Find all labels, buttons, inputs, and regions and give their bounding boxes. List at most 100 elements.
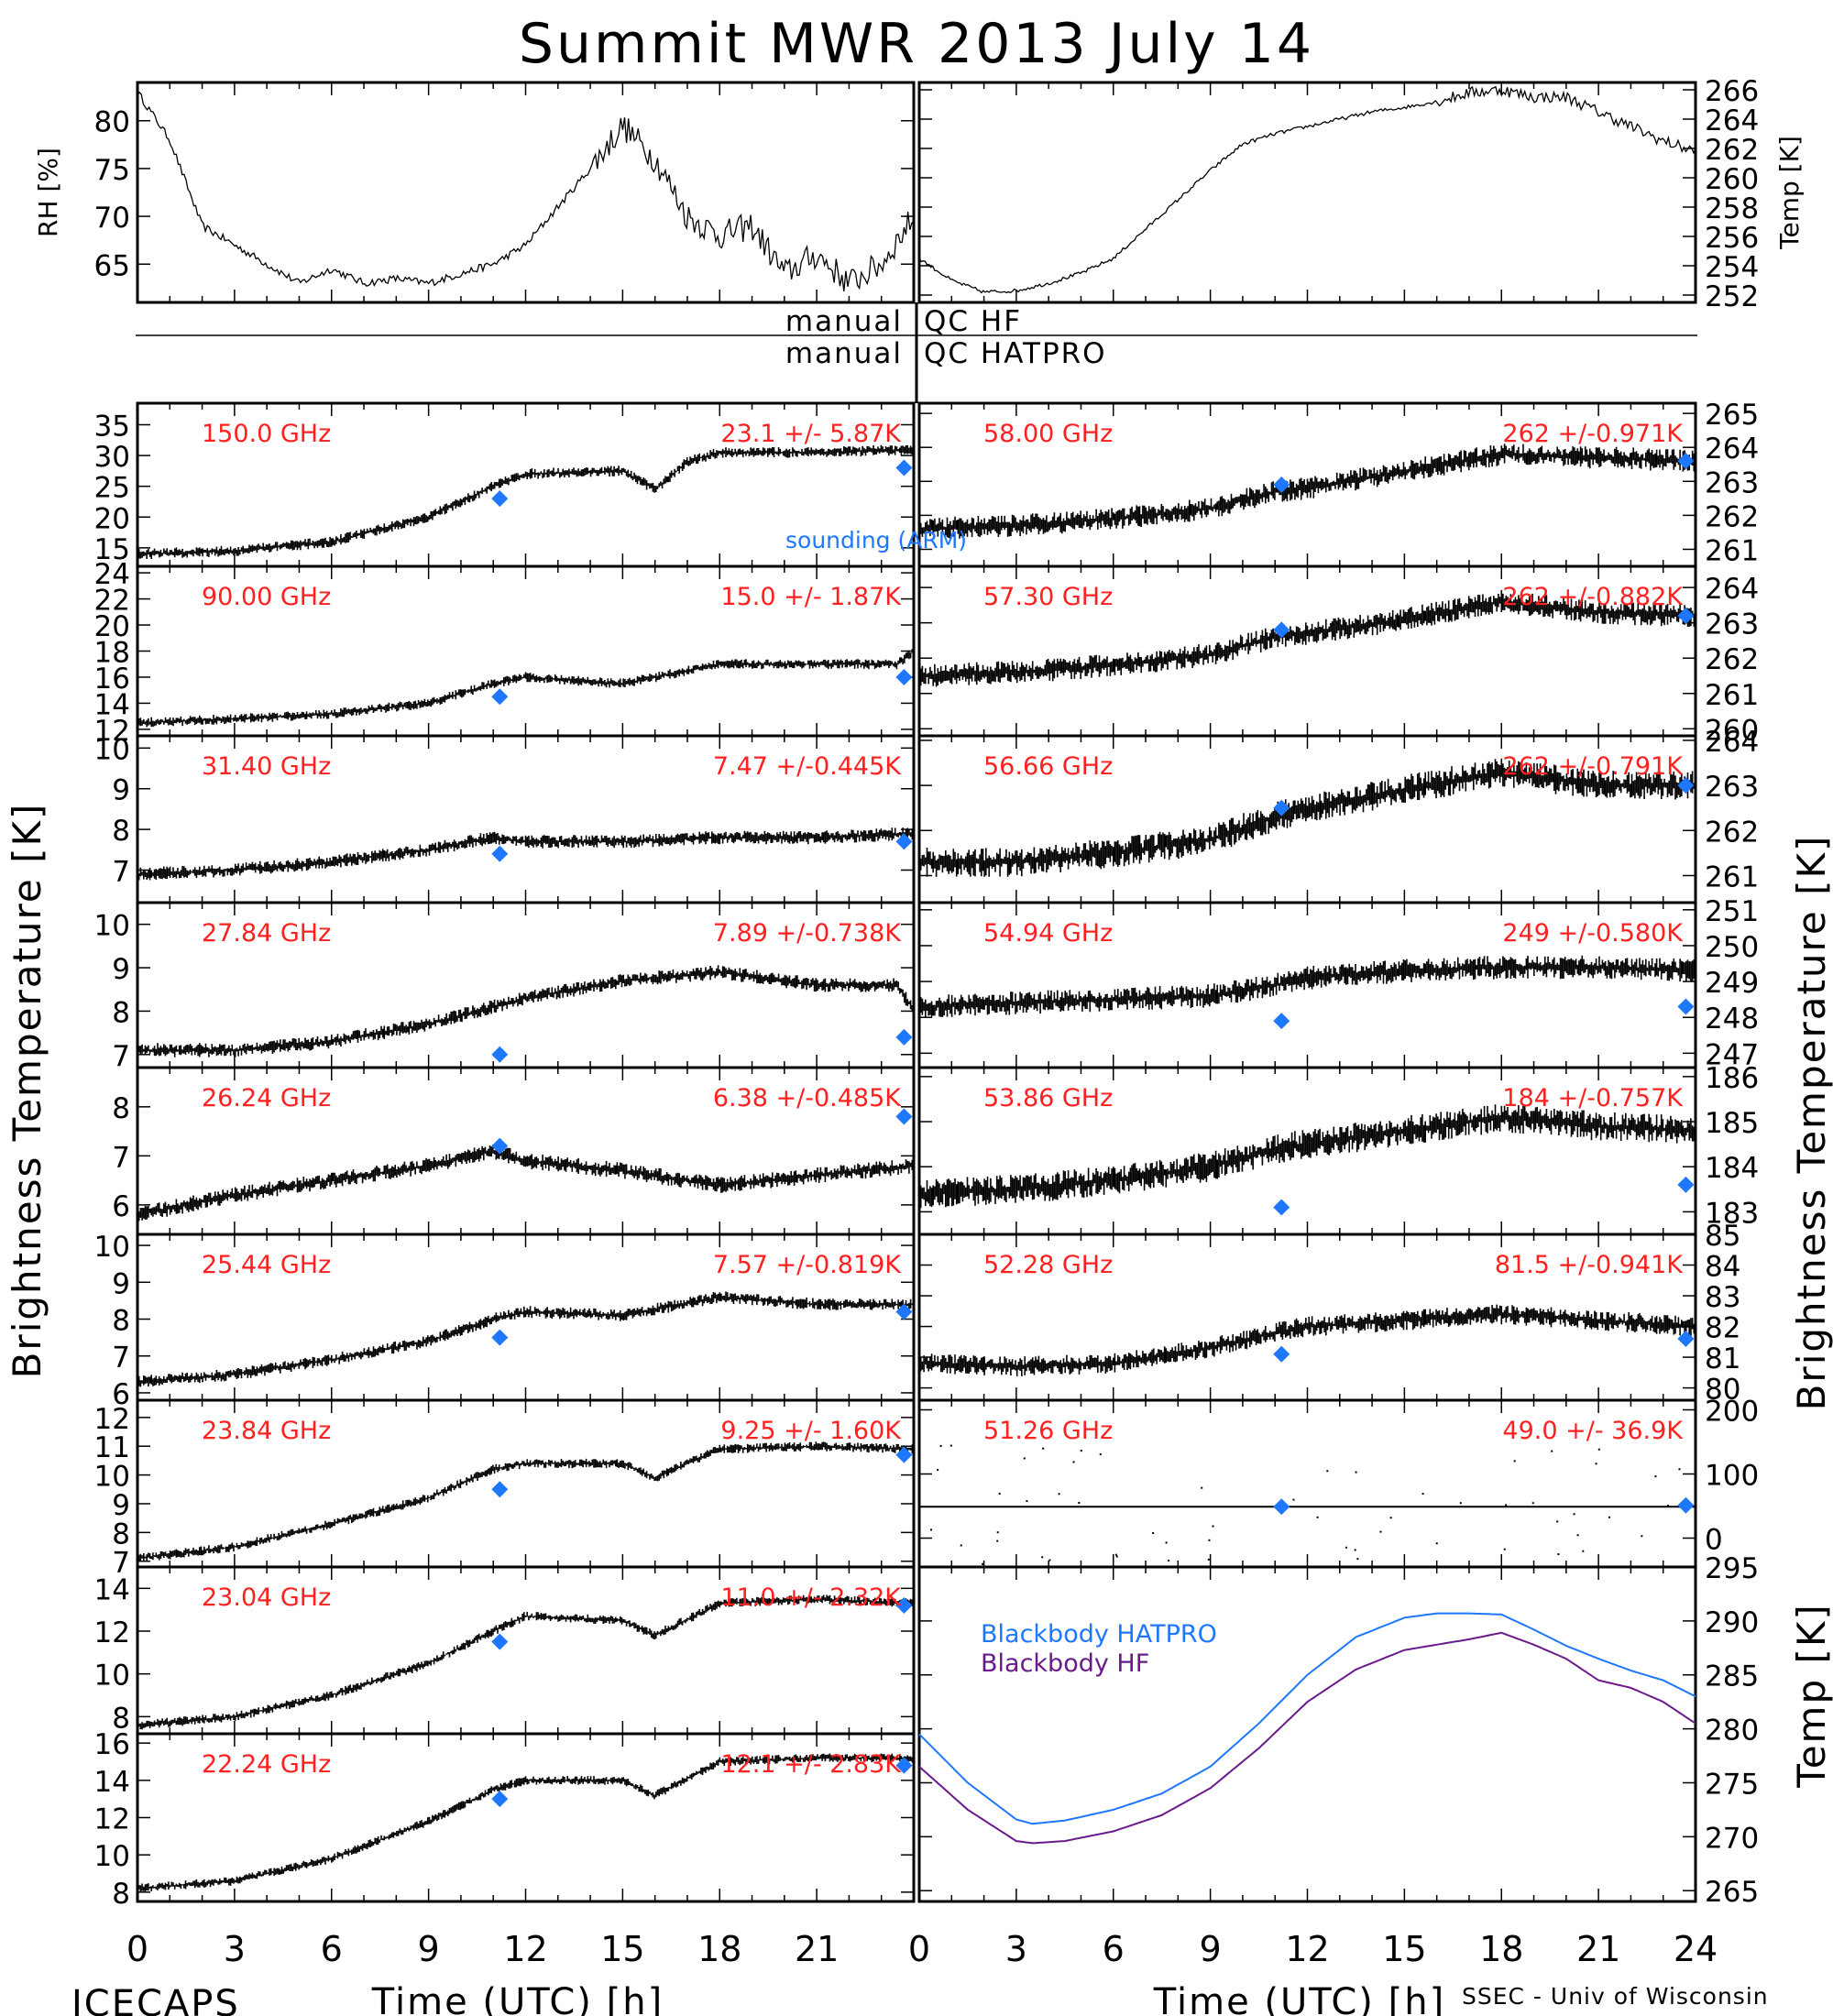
channel-2224-freq-label: 22.24 GHz (202, 1750, 331, 1779)
channel-9000-panel-ytick-label: 16 (94, 663, 130, 696)
channel-5666-trace (918, 758, 1696, 877)
channel-2624-stats-label: 6.38 +/-0.485K (713, 1084, 902, 1112)
channel-5126-outlier (1345, 1546, 1347, 1549)
channel-5126-outlier (1080, 1450, 1082, 1452)
sounding-marker (895, 1446, 913, 1463)
channel-5730-panel-ytick-label: 261 (1705, 679, 1759, 712)
temp-panel-ytick-label: 256 (1705, 222, 1759, 255)
blackbody-legend-1: Blackbody HF (981, 1649, 1149, 1678)
channel-9000-stats-label: 15.0 +/- 1.87K (720, 583, 902, 611)
channel-5126-panel: 0 100 200 51.26 GHz 49.0 +/- 36.9K (917, 1396, 1759, 1569)
x-tick-label: 12 (1285, 1929, 1329, 1969)
channel-3140-panel-ytick-label: 10 (94, 733, 130, 766)
channel-2624-panel-ytick-label: 7 (112, 1141, 130, 1174)
channel-2544-freq-label: 25.44 GHz (202, 1251, 331, 1279)
channel-5126-outlier (1168, 1560, 1170, 1562)
channel-5126-outlier (1165, 1541, 1168, 1544)
channel-5730-stats-label: 262 +/-0.882K (1502, 583, 1684, 611)
x-tick-label: 15 (1382, 1929, 1426, 1969)
channel-5126-outlier (960, 1544, 962, 1547)
channel-5126-outlier (1379, 1530, 1382, 1533)
channel-3140-panel: 7 8 9 10 31.40 GHz 7.47 +/-0.445K (94, 733, 916, 904)
sounding-marker (1677, 1176, 1695, 1193)
channel-2224-stats-label: 12.1 +/- 2.83K (720, 1750, 902, 1779)
sounding-marker (1273, 621, 1290, 639)
channel-5800-freq-label: 58.00 GHz (983, 420, 1113, 448)
channel-2384-panel-ytick-label: 7 (112, 1547, 130, 1580)
x-tick-label: 18 (697, 1929, 741, 1969)
channel-5126-outlier (1551, 1450, 1553, 1452)
channel-2544-stats-label: 7.57 +/-0.819K (713, 1251, 902, 1279)
channel-5800-stats-label: 262 +/-0.971K (1502, 420, 1684, 448)
blackbody-panel-ytick-label: 270 (1705, 1822, 1759, 1855)
channel-5386-trace (918, 1104, 1696, 1209)
channel-5730-panel-ytick-label: 262 (1705, 643, 1759, 676)
footer-ssec: SSEC - Univ of Wisconsin (1462, 1983, 1769, 2010)
channel-5126-outlier (1576, 1534, 1579, 1537)
blackbody-line-0 (918, 1612, 1696, 1825)
channel-5126-outlier (1678, 1468, 1681, 1471)
channel-5494-trace (918, 955, 1696, 1017)
blackbody-panel-ytick-label: 275 (1705, 1768, 1759, 1801)
channel-2384-panel-ytick-label: 10 (94, 1461, 130, 1494)
channel-2784-panel: 7 8 9 10 27.84 GHz 7.89 +/-0.738K (94, 901, 916, 1073)
channel-5126-outlier (1595, 1463, 1597, 1465)
channel-5126-outlier (1356, 1558, 1359, 1561)
channel-5666-panel-ytick-label: 262 (1705, 816, 1759, 849)
rh-panel-frame (136, 81, 916, 304)
channel-3140-panel-ytick-label: 9 (112, 774, 130, 807)
channel-5386-freq-label: 53.86 GHz (983, 1084, 1113, 1112)
blackbody-panel-frame (917, 1565, 1697, 1903)
channel-5386-panel-ytick-label: 184 (1705, 1152, 1759, 1185)
channel-5494-panel-ytick-label: 248 (1705, 1003, 1759, 1035)
channel-5126-outlier (1326, 1470, 1329, 1473)
x-axis-label-right: Time (UTC) [h] (1153, 1981, 1445, 2016)
channel-5228-panel-ytick-label: 83 (1705, 1281, 1740, 1314)
channel-5800-panel-ytick-label: 264 (1705, 433, 1759, 466)
channel-3140-trace (137, 827, 915, 881)
channel-5126-outlier (1114, 1553, 1117, 1556)
sounding-marker (895, 1597, 913, 1614)
channel-5494-stats-label: 249 +/-0.580K (1502, 919, 1684, 948)
channel-1500-stats-label: 23.1 +/- 5.87K (720, 420, 902, 448)
channel-2224-panel-ytick-label: 16 (94, 1728, 130, 1761)
channel-9000-panel-ytick-label: 22 (94, 585, 130, 618)
channel-2384-panel-ytick-label: 9 (112, 1489, 130, 1522)
channel-5666-panel-ytick-label: 264 (1705, 726, 1759, 759)
sounding-marker (491, 1481, 509, 1498)
channel-5126-outlier (1042, 1447, 1045, 1450)
channel-2224-panel-ytick-label: 8 (112, 1878, 130, 1911)
channel-5126-outlier (1608, 1516, 1611, 1518)
channel-2624-panel-ytick-label: 6 (112, 1190, 130, 1223)
channel-5666-freq-label: 56.66 GHz (983, 752, 1113, 781)
rh-panel-ytick-label: 75 (94, 154, 130, 187)
channel-5126-outlier (1072, 1461, 1075, 1463)
channel-5126-outlier (1152, 1532, 1155, 1535)
channel-2624-freq-label: 26.24 GHz (202, 1084, 331, 1112)
blackbody-panel-ytick-label: 265 (1705, 1876, 1759, 1909)
channel-5126-outlier (998, 1492, 1001, 1495)
channel-2384-panel-ytick-label: 8 (112, 1517, 130, 1550)
blackbody-legend-0: Blackbody HATPRO (981, 1620, 1217, 1649)
channel-9000-trace (137, 646, 915, 729)
channel-5126-outlier (1459, 1502, 1462, 1505)
temp-panel-ytick-label: 260 (1705, 163, 1759, 196)
sounding-marker (491, 1633, 509, 1650)
sounding-marker (491, 688, 509, 706)
channel-2544-trace (137, 1291, 915, 1387)
channel-5126-outlier (982, 1562, 984, 1565)
x-tick-label: 21 (795, 1929, 839, 1969)
channel-2544-panel-ytick-label: 8 (112, 1305, 130, 1338)
channel-5126-outlier (1421, 1493, 1424, 1496)
channel-5494-panel-ytick-label: 247 (1705, 1038, 1759, 1071)
channel-5126-outlier (1354, 1549, 1356, 1551)
channel-2304-panel: 8 10 12 14 23.04 GHz 11.0 +/- 2.32K (94, 1565, 916, 1736)
sounding-arm-label: sounding (ARM) (785, 527, 967, 553)
channel-9000-panel-ytick-label: 18 (94, 637, 130, 670)
channel-5126-outlier (937, 1469, 939, 1472)
right-brightness-temperature-label: Brightness Temperature [K] (1789, 835, 1833, 1411)
